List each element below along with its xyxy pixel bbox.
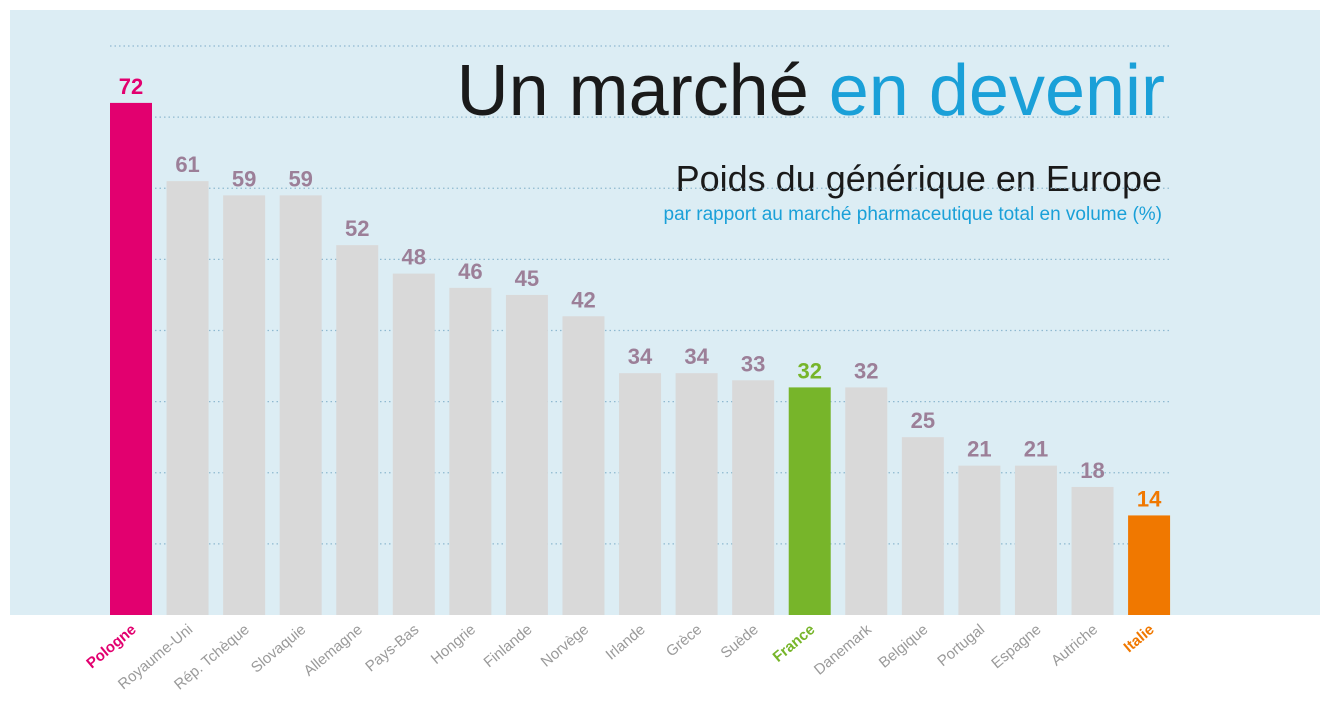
- x-tick-label: Finlande: [480, 621, 535, 671]
- x-tick-label: Grèce: [663, 621, 705, 660]
- bar: [675, 373, 718, 615]
- bar: [279, 195, 322, 616]
- bar: [1014, 465, 1057, 615]
- bar: [901, 437, 944, 615]
- chart-title: Un marché en devenir: [457, 51, 1165, 131]
- x-tick-label: Danemark: [811, 621, 875, 679]
- x-tick-label: Allemagne: [301, 621, 366, 680]
- x-tick-label: Pologne: [83, 621, 139, 672]
- bar: [449, 287, 492, 615]
- value-label: 72: [119, 74, 143, 99]
- value-label: 42: [571, 287, 595, 312]
- value-label: 21: [967, 437, 991, 462]
- x-tick-label: Portugal: [934, 621, 988, 670]
- value-label: 59: [288, 166, 312, 191]
- title-part: Un marché: [457, 51, 809, 131]
- bar: [732, 380, 775, 615]
- x-tick-label: Hongrie: [428, 621, 479, 668]
- x-tick-label: Irlande: [603, 621, 649, 664]
- x-tick-label: Pays-Bas: [362, 621, 422, 675]
- bar: [958, 465, 1001, 615]
- bar: [619, 373, 662, 615]
- value-label: 32: [854, 358, 878, 383]
- bar: [392, 273, 435, 615]
- x-tick-label: France: [770, 621, 819, 666]
- bar: [562, 316, 605, 615]
- bar: [110, 102, 152, 615]
- bar: [788, 387, 831, 615]
- bar: [1071, 486, 1114, 615]
- x-tick-label: Slovaquie: [248, 621, 309, 676]
- value-label: 14: [1137, 486, 1162, 511]
- value-label: 18: [1080, 458, 1104, 483]
- x-tick-label: Autriche: [1048, 621, 1101, 669]
- value-label: 32: [797, 358, 821, 383]
- bar: [845, 387, 888, 615]
- bar: [223, 195, 266, 616]
- x-tick-label: Suède: [718, 621, 762, 662]
- value-label: 21: [1024, 437, 1048, 462]
- value-label: 33: [741, 351, 765, 376]
- bar: [336, 245, 379, 615]
- x-tick-label: Norvège: [538, 621, 592, 670]
- x-tick-label: Belgique: [876, 621, 932, 672]
- note: par rapport au marché pharmaceutique tot…: [664, 204, 1162, 225]
- value-label: 46: [458, 259, 482, 284]
- subtitle: Poids du générique en Europe: [676, 158, 1162, 199]
- x-tick-label: Espagne: [988, 621, 1044, 672]
- value-label: 48: [402, 245, 426, 270]
- bar: [1128, 515, 1171, 615]
- x-tick-label: Italie: [1121, 621, 1158, 656]
- title-part: en devenir: [829, 51, 1165, 131]
- value-label: 59: [232, 166, 256, 191]
- value-label: 52: [345, 216, 369, 241]
- bar: [505, 294, 548, 615]
- bar: [166, 181, 209, 615]
- value-label: 34: [628, 344, 653, 369]
- value-label: 34: [684, 344, 709, 369]
- value-label: 45: [515, 266, 539, 291]
- value-label: 61: [175, 152, 199, 177]
- value-label: 25: [911, 408, 935, 433]
